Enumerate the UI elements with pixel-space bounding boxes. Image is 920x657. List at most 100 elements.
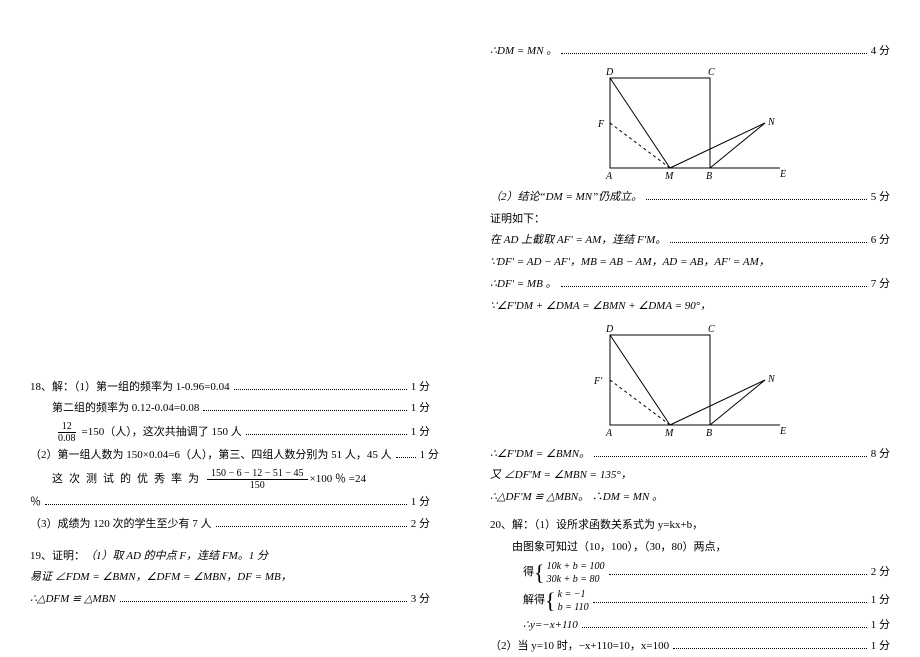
dots [396,451,416,459]
q20-l1: 20、解：（1）设所求函数关系式为 y=kx+b， [490,516,890,536]
dots [670,236,866,244]
q20-head: 20、解： [490,519,534,531]
q19-head: 19、证明： [30,550,85,562]
q19-l3-score: 3 分 [411,590,430,610]
lbl-E: E [780,166,786,184]
line-dm [610,78,670,168]
q18-l4-score: 1 分 [420,446,439,466]
q19-l2: 易证 ∠FDM = ∠BMN，∠DFM = ∠MBN，DF = MB， [30,568,430,588]
r-af2-l1-txt: ∴∠F'DM = ∠BMN。 [490,445,590,465]
q20-eq1-score: 2 分 [871,563,890,583]
figure-1-svg [580,68,800,178]
r-mid: （2）结论“DM = MN”仍成立。 5 分 证明如下： 在 AD 上截取 AF… [490,188,890,317]
q18-l6: ％ 1 分 [30,493,430,513]
lbl-D: D [606,321,613,339]
q20-eq1-label: 得 [523,563,534,583]
q18: 18、解：（1）第一组的频率为 1-0.96=0.04 1 分 第二组的频率为 … [30,376,430,537]
q20-l3: ∴y=−x+110 1 分 [490,616,890,636]
dots [561,46,866,54]
q18-l3-after: =150（人），这次共抽调了 150 人 [82,426,242,438]
q18-l7: （3）成绩为 120 次的学生至少有 7 人 2 分 [30,515,430,535]
q20-l4-score: 1 分 [871,637,890,657]
lbl-E: E [780,423,786,441]
line-fm [610,123,670,168]
dots [594,449,867,457]
figure-2-svg [580,325,800,435]
q20-eq1a: 10k + b = 100 [547,560,605,573]
q18-l2: 第二组的频率为 0.12-0.04=0.08 1 分 [30,399,430,419]
q18-l5-pre: 这次测试的优秀率为 [52,470,205,490]
q18-l3-frac: 12 0.08 [54,421,80,444]
lbl-A: A [606,425,612,443]
r-mid-l5-txt: ∴DF' = MB 。 [490,275,557,295]
right-column: ∴DM = MN 。 4 分 D C A M B E [460,0,920,650]
r-top-l1-txt: ∴DM = MN 。 [490,42,557,62]
q19-l1-txt: （1）取 AD 的中点 F，连结 FM。1 分 [85,550,268,562]
figure-2: D C A M B E N F' [580,325,800,435]
frac-num: 12 [58,421,76,433]
r-mid-l1: （2）结论“DM = MN”仍成立。 5 分 [490,188,890,208]
brace-icon: { [545,591,556,611]
q20-l3-txt: ∴y=−x+110 [523,616,578,636]
q20-eq1: 得 { 10k + b = 100 30k + b = 80 2 分 [490,560,890,586]
r-top-l1-score: 4 分 [871,42,890,62]
dots [593,595,867,603]
q18-l6-txt: ％ [30,493,41,513]
r-af2-l1: ∴∠F'DM = ∠BMN。 8 分 [490,445,890,465]
q18-l1-txt: （1）第一组的频率为 1-0.96=0.04 [74,381,230,393]
q20-eq2-score: 1 分 [871,591,890,611]
r-after-fig2: ∴∠F'DM = ∠BMN。 8 分 又 ∠DF'M = ∠MBN = 135°… [490,445,890,508]
q20-eq1-group: 10k + b = 100 30k + b = 80 [547,560,605,586]
frac-num: 150 − 6 − 12 − 51 − 45 [207,468,308,480]
dots [203,404,406,412]
q18-l3-score: 1 分 [411,423,430,443]
line-fprime-m [610,380,670,425]
q20-eq2-group: k = −1 b = 110 [558,588,589,614]
q18-l5-frac: 150 − 6 − 12 − 51 − 45 150 [207,468,308,491]
dots [246,428,407,436]
lbl-N: N [768,371,775,389]
frac-den: 150 [246,480,269,491]
dots [646,192,866,200]
r-mid-l3: 在 AD 上截取 AF' = AM，连结 F'M。 6 分 [490,231,890,251]
q18-l7-score: 2 分 [411,515,430,535]
q19: 19、证明：（1）取 AD 的中点 F，连结 FM。1 分 易证 ∠FDM = … [30,545,430,612]
q20-l3-score: 1 分 [871,616,890,636]
dots [582,620,867,628]
q20-l1-txt: （1）设所求函数关系式为 y=kx+b， [534,519,703,531]
q20-l2: 由图象可知过（10，100），（30，80）两点， [490,538,890,558]
r-mid-l1-txt: （2）结论“DM = MN”仍成立。 [490,188,642,208]
r-mid-l5: ∴DF' = MB 。 7 分 [490,275,890,295]
q19-l2-txt: 易证 ∠FDM = ∠BMN，∠DFM = ∠MBN，DF = MB， [30,571,292,583]
brace-icon: { [534,563,545,583]
square-abcd [610,78,710,168]
lbl-N: N [768,114,775,132]
q19-l1: 19、证明：（1）取 AD 的中点 F，连结 FM。1 分 [30,547,430,567]
q19-l3-txt: ∴△DFM ≌ △MBN [30,590,116,610]
line-dm [610,335,670,425]
figure-2-wrap: D C A M B E N F' [490,325,890,435]
r-top-l1: ∴DM = MN 。 4 分 [490,42,890,62]
r-mid-l3-txt: 在 AD 上截取 AF' = AM，连结 F'M。 [490,231,666,251]
r-af2-l1-score: 8 分 [871,445,890,465]
lbl-F: F [598,116,604,134]
r-mid-l2: 证明如下： [490,210,890,230]
q20-eq2a: k = −1 [558,588,589,601]
lbl-D: D [606,64,613,82]
lbl-B: B [706,168,712,186]
q18-l4: （2）第一组人数为 150×0.04=6（人），第三、四组人数分别为 51 人，… [30,446,430,466]
q18-l2-score: 1 分 [411,399,430,419]
q18-l1: 18、解：（1）第一组的频率为 1-0.96=0.04 1 分 [30,378,430,398]
q18-l2-txt: 第二组的频率为 0.12-0.04=0.08 [52,399,199,419]
r-mid-l4: ∵DF' = AD − AF'，MB = AB − AM，AD = AB，AF'… [490,253,890,273]
r-mid-l1-score: 5 分 [871,188,890,208]
q20: 20、解：（1）设所求函数关系式为 y=kx+b， 由图象可知过（10，100）… [490,516,890,657]
frac-den: 0.08 [54,433,80,444]
q18-l4-txt: （2）第一组人数为 150×0.04=6（人），第三、四组人数分别为 51 人，… [30,446,392,466]
q20-l4-txt: （2）当 y=10 时，−x+110=10，x=100 [490,637,669,657]
q20-eq2-label: 解得 [523,591,545,611]
lbl-B: B [706,425,712,443]
figure-1: D C A M B E N F [580,68,800,178]
q18-l5: 这次测试的优秀率为 150 − 6 − 12 − 51 − 45 150 ×10… [30,468,430,491]
square-abcd [610,335,710,425]
